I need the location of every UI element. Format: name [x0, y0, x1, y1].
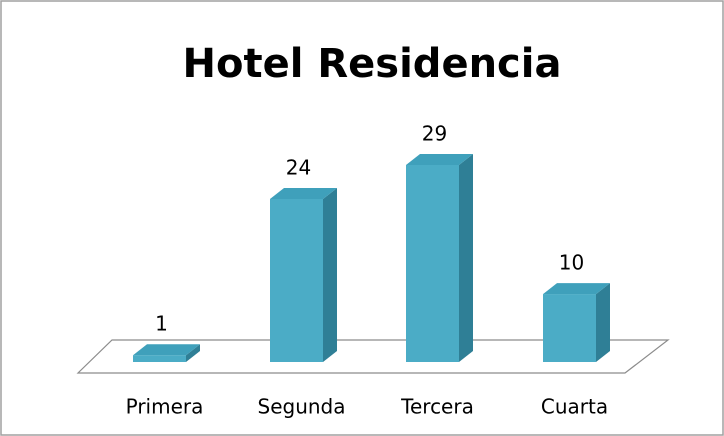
x-tick-label: Cuarta	[541, 395, 608, 419]
bar-top	[543, 283, 610, 295]
chart-title: Hotel Residencia	[183, 41, 562, 87]
data-label: 24	[286, 155, 311, 179]
x-tick-label: Primera	[126, 395, 204, 419]
bar-side	[323, 187, 337, 362]
bar-side	[459, 154, 473, 362]
bar-top	[270, 187, 337, 199]
bar-top	[133, 344, 200, 356]
bar	[133, 355, 186, 362]
data-label: 1	[155, 312, 168, 336]
bar-side	[596, 283, 610, 362]
x-tick-label: Segunda	[258, 395, 346, 419]
bar	[543, 294, 596, 362]
bar-side	[186, 344, 200, 362]
x-tick-label: Tercera	[400, 395, 474, 419]
data-label: 10	[559, 251, 584, 275]
bar	[406, 165, 459, 362]
data-label: 29	[422, 122, 447, 146]
bar-top	[406, 154, 473, 165]
bar	[270, 198, 323, 362]
floor	[76, 339, 670, 374]
